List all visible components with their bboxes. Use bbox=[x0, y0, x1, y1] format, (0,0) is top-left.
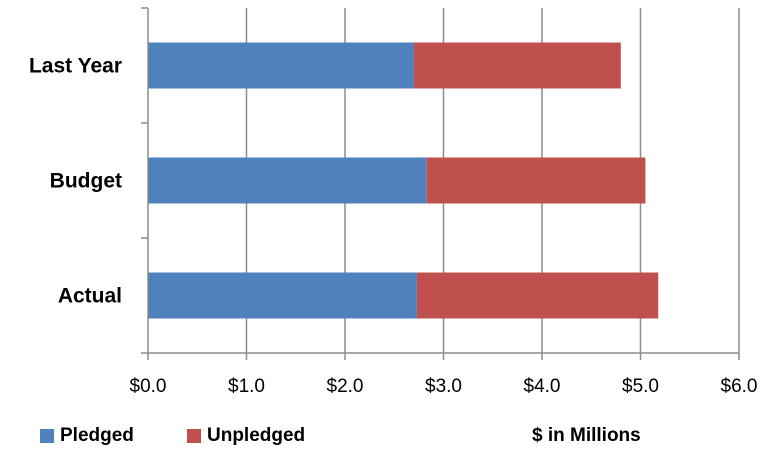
x-tick-label: $5.0 bbox=[622, 376, 659, 397]
x-tick-label: $2.0 bbox=[327, 376, 364, 397]
bar-pledged-last-year bbox=[148, 42, 414, 89]
labels: $0.0 $1.0 $2.0 $3.0 $4.0 $5.0 $6.0 Last Year Bud… bbox=[29, 55, 758, 398]
axes bbox=[141, 7, 740, 360]
x-tick-label: $0.0 bbox=[130, 376, 167, 397]
x-tick-label: $4.0 bbox=[524, 376, 561, 397]
legend-item-pledged: Pledged bbox=[40, 425, 134, 447]
unit-note: $ in Millions bbox=[532, 425, 641, 446]
legend-item-unpledged: Unpledged bbox=[187, 425, 305, 447]
bar-unpledged-budget bbox=[426, 157, 646, 204]
x-tick-label: $6.0 bbox=[721, 376, 758, 397]
category-label: Last Year bbox=[29, 55, 122, 78]
category-label: Budget bbox=[50, 170, 122, 193]
x-tick-label: $1.0 bbox=[228, 376, 265, 397]
legend-label-unpledged: Unpledged bbox=[207, 425, 306, 446]
bar-unpledged-last-year bbox=[413, 42, 621, 89]
bar-unpledged-actual bbox=[416, 272, 659, 319]
bar-pledged-actual bbox=[148, 272, 417, 319]
legend-swatch-unpledged bbox=[187, 429, 201, 443]
legend-swatch-pledged bbox=[40, 429, 54, 443]
x-tick-label: $3.0 bbox=[425, 376, 462, 397]
bar-pledged-budget bbox=[148, 157, 427, 204]
legend: Pledged Unpledged bbox=[40, 425, 740, 455]
category-label: Actual bbox=[58, 285, 122, 308]
legend-label-pledged: Pledged bbox=[60, 425, 134, 446]
stacked-bar-chart: $0.0 $1.0 $2.0 $3.0 $4.0 $5.0 $6.0 Last Year Bud… bbox=[29, 7, 758, 398]
bar-group bbox=[148, 42, 659, 319]
